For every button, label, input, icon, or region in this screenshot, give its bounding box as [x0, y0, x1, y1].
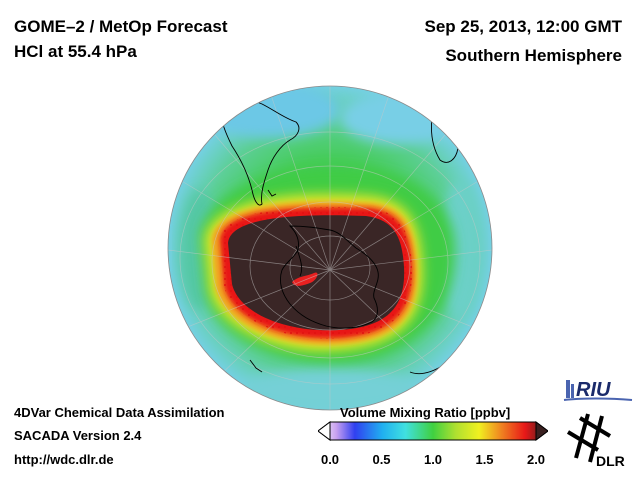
- dlr-logo-text: DLR: [596, 453, 625, 469]
- colorbar-tick: 2.0: [526, 452, 546, 467]
- footer-line1: 4DVar Chemical Data Assimilation: [14, 405, 225, 420]
- globe-field: [168, 86, 492, 410]
- colorbar-tick: 0.5: [372, 452, 391, 467]
- colorbar-label: Volume Mixing Ratio [ppbv]: [340, 405, 511, 420]
- dlr-logo: DLR: [566, 413, 625, 469]
- colorbar-tick: 1.0: [423, 452, 443, 467]
- colorbar-tick: 1.5: [475, 452, 494, 467]
- colorbar-tick: 0.0: [320, 452, 340, 467]
- graticule: [168, 86, 492, 410]
- colorbar: [318, 421, 548, 441]
- title-line1: GOME–2 / MetOp Forecast: [14, 17, 228, 36]
- riu-logo-text: RIU: [576, 379, 611, 401]
- logos: RIU DLR: [563, 379, 633, 469]
- region-label: Southern Hemisphere: [445, 46, 622, 65]
- footer-line2: SACADA Version 2.4: [14, 428, 142, 443]
- datetime-label: Sep 25, 2013, 12:00 GMT: [424, 17, 623, 36]
- coastlines: [217, 97, 459, 375]
- title-line2: HCl at 55.4 hPa: [14, 42, 137, 61]
- riu-logo: RIU: [563, 379, 633, 401]
- footer-url[interactable]: http://wdc.dlr.de: [14, 452, 114, 467]
